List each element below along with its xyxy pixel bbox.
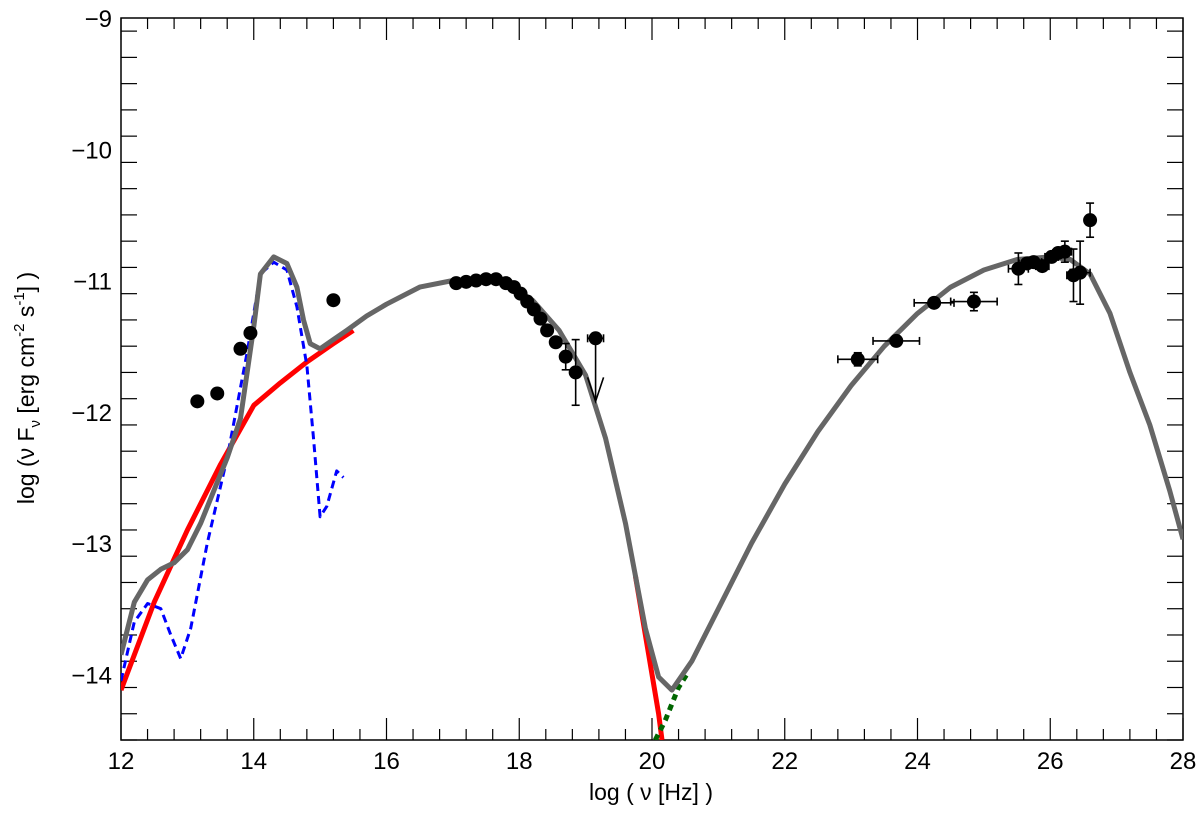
data-point	[850, 352, 865, 367]
data-point	[548, 335, 563, 350]
data-point	[1083, 213, 1098, 228]
data-point	[190, 394, 205, 409]
x-tick-label: 16	[373, 748, 400, 775]
data-point	[210, 386, 225, 401]
data-point-group	[1057, 240, 1073, 263]
synchrotron-curve	[121, 328, 355, 691]
data-point-group	[568, 338, 583, 407]
data-point	[588, 331, 603, 346]
data-point	[1035, 259, 1050, 274]
data-point-group	[837, 351, 879, 367]
y-tick-label: −11	[73, 269, 112, 296]
x-tick-label: 28	[1170, 748, 1197, 775]
data-point-group	[540, 323, 555, 338]
data-point-group	[243, 326, 258, 341]
x-tick-label: 14	[240, 748, 267, 775]
data-point-group	[1083, 202, 1098, 239]
data-point-group	[548, 335, 563, 350]
x-tick-label: 20	[639, 748, 666, 775]
data-point-group	[872, 333, 921, 348]
data-point	[1073, 265, 1088, 280]
inverse-Compton-curve	[653, 670, 691, 740]
data-point	[243, 326, 258, 341]
y-tick-label: −9	[85, 6, 112, 33]
data-point-group	[210, 386, 225, 401]
data-point	[966, 294, 981, 309]
data-point	[326, 293, 341, 308]
y-tick-label: −10	[71, 137, 112, 164]
data-point-group	[558, 342, 573, 371]
y-tick-label: −13	[71, 531, 112, 558]
data-point	[1057, 244, 1072, 259]
data-point	[558, 349, 573, 364]
plot-frame	[120, 17, 1184, 741]
data-point-group	[913, 295, 955, 310]
data-point	[568, 365, 583, 380]
data-point	[533, 311, 548, 326]
data-point	[927, 295, 942, 310]
x-tick-label: 12	[108, 748, 135, 775]
x-tick-label: 18	[506, 748, 533, 775]
data-point-group	[479, 272, 494, 287]
data-point	[479, 272, 494, 287]
data-point-group	[949, 291, 998, 312]
data-point-group	[586, 331, 605, 404]
data-point-group	[533, 311, 548, 326]
data-point-group	[190, 394, 205, 409]
y-tick-label: −14	[71, 662, 112, 689]
host-galaxy-curve	[121, 260, 345, 682]
data-point-group	[1034, 259, 1050, 274]
y-axis-title: log (ν Fν [erg cm-2 s-1] )	[11, 272, 44, 504]
data-point	[540, 323, 555, 338]
total-model-curve	[121, 254, 1183, 693]
curves-clip-group	[121, 254, 1183, 740]
x-tick-label: 22	[771, 748, 798, 775]
x-axis-title: log ( ν [Hz] )	[589, 779, 713, 805]
data-point-group	[326, 293, 341, 308]
data-point	[889, 333, 904, 348]
data-point-group	[1069, 240, 1091, 305]
upper-limit-arrow-head	[586, 377, 605, 404]
data-point	[233, 341, 248, 356]
data-point-group	[233, 341, 248, 356]
y-tick-label: −12	[71, 400, 112, 427]
x-tick-label: 24	[904, 748, 931, 775]
x-tick-label: 26	[1037, 748, 1064, 775]
